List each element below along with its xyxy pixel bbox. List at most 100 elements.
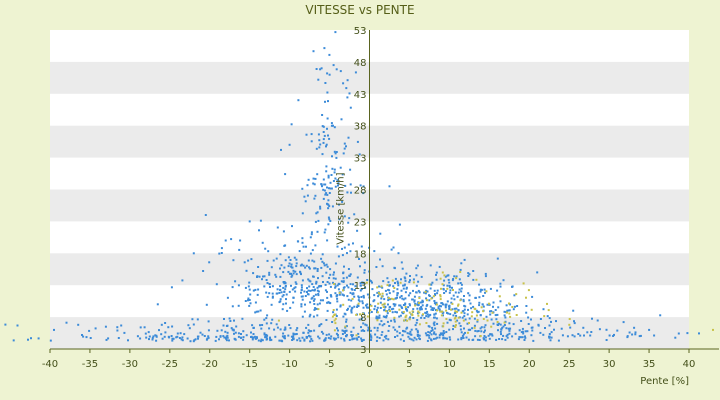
data-point <box>353 337 356 340</box>
data-point <box>311 259 314 262</box>
data-point <box>306 184 309 187</box>
data-point <box>448 307 451 310</box>
data-point <box>455 324 457 327</box>
data-point <box>369 303 372 306</box>
data-point <box>281 340 284 343</box>
data-point <box>499 300 502 303</box>
data-point <box>300 284 303 287</box>
data-point <box>244 300 247 302</box>
data-point <box>462 333 465 336</box>
data-point <box>318 139 321 142</box>
data-point <box>225 335 228 338</box>
data-point <box>357 336 360 338</box>
data-point <box>323 134 326 137</box>
data-point <box>327 199 330 202</box>
data-point <box>408 311 411 314</box>
data-point <box>417 310 420 313</box>
data-point <box>152 335 155 338</box>
data-point <box>316 211 319 214</box>
data-point <box>453 312 456 315</box>
data-point <box>385 334 388 337</box>
data-point <box>315 147 318 150</box>
data-point <box>408 332 411 335</box>
x-tick-label: 10 <box>443 359 456 370</box>
data-point <box>473 324 476 327</box>
data-point <box>363 312 365 315</box>
data-point <box>484 339 487 342</box>
data-point <box>116 326 119 329</box>
data-point <box>291 288 294 291</box>
data-point <box>278 339 281 342</box>
data-point <box>334 286 337 289</box>
data-point <box>502 279 505 282</box>
data-point <box>396 334 399 337</box>
data-point <box>334 317 337 320</box>
data-point <box>295 258 298 261</box>
data-point <box>450 308 453 311</box>
data-point <box>433 316 436 319</box>
data-point <box>290 275 293 278</box>
data-point <box>474 296 477 299</box>
data-point <box>215 335 218 338</box>
data-point <box>320 266 323 269</box>
data-point <box>317 293 320 295</box>
data-point <box>324 289 327 292</box>
data-point <box>283 290 286 293</box>
data-point <box>434 327 437 330</box>
data-points <box>4 31 714 343</box>
data-point <box>406 319 409 322</box>
data-point <box>312 295 315 298</box>
data-point <box>355 337 358 340</box>
y-axis-label: Vitesse [km/h] <box>336 172 347 244</box>
data-point <box>326 239 329 242</box>
data-point <box>266 314 269 317</box>
data-point <box>454 310 457 313</box>
data-point <box>252 336 255 339</box>
data-point <box>365 281 368 284</box>
data-point <box>454 320 457 323</box>
data-point <box>386 284 389 287</box>
data-point <box>346 96 349 99</box>
data-point <box>443 274 446 277</box>
data-point <box>326 117 329 120</box>
data-point <box>316 303 319 306</box>
data-point <box>343 265 345 268</box>
data-point <box>393 320 396 323</box>
data-point <box>188 327 191 330</box>
data-point <box>377 302 380 305</box>
data-point <box>433 331 436 334</box>
data-point <box>421 314 424 317</box>
data-point <box>342 330 345 333</box>
data-point <box>224 239 227 242</box>
data-point <box>460 331 463 334</box>
data-point <box>279 298 282 301</box>
data-point <box>292 335 295 338</box>
data-point <box>448 306 451 309</box>
data-point <box>320 285 323 287</box>
data-point <box>423 317 426 319</box>
data-point <box>262 275 264 278</box>
data-point <box>285 302 287 305</box>
data-point <box>413 299 416 302</box>
data-point <box>317 78 320 81</box>
data-point <box>453 298 456 301</box>
data-point <box>325 145 327 148</box>
data-point <box>186 337 189 340</box>
data-point <box>282 303 285 306</box>
data-point <box>341 247 343 250</box>
data-point <box>387 288 390 291</box>
data-point <box>318 285 321 287</box>
data-point <box>144 332 147 335</box>
data-point <box>443 279 446 282</box>
data-point <box>446 284 449 287</box>
data-point <box>428 325 431 328</box>
data-point <box>331 315 334 318</box>
data-point <box>520 331 523 334</box>
data-point <box>181 339 184 342</box>
data-point <box>279 289 282 291</box>
data-point <box>452 294 455 297</box>
data-point <box>261 324 264 326</box>
data-point <box>360 326 362 329</box>
data-point <box>405 314 408 317</box>
data-point <box>438 309 441 311</box>
